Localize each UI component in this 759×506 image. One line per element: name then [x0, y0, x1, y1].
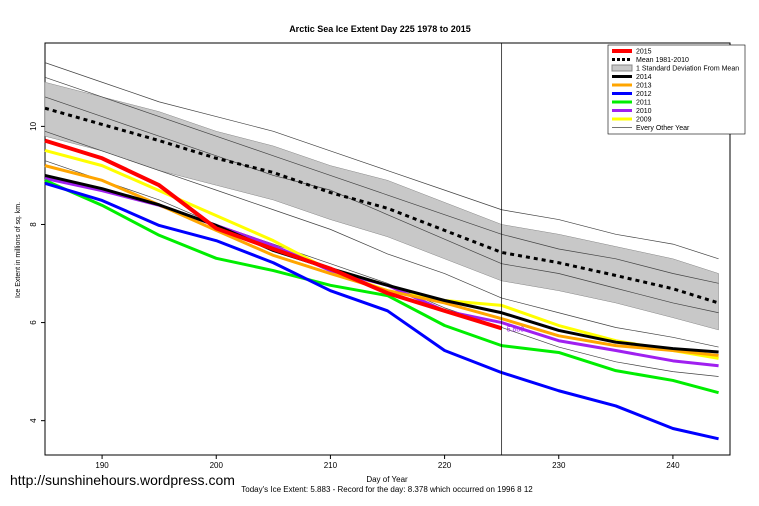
series-line — [44, 178, 719, 395]
chart-title: Arctic Sea Ice Extent Day 225 1978 to 20… — [289, 24, 471, 34]
legend-label: 2010 — [636, 108, 652, 115]
legend-label: Mean 1981-2010 — [636, 57, 689, 64]
legend-label: 2013 — [636, 83, 652, 90]
x-tick-label: 230 — [552, 461, 566, 470]
legend-swatch — [611, 64, 633, 72]
series-line — [44, 106, 720, 305]
y-tick-label: 10 — [29, 121, 38, 130]
series-line — [44, 138, 503, 331]
footer: Today's Ice Extent: 5.883 - Record for t… — [241, 485, 533, 494]
other-year-line — [44, 96, 719, 314]
series-line — [44, 181, 719, 441]
std-band — [44, 81, 719, 331]
series-line — [44, 173, 719, 354]
legend-label: 2009 — [636, 117, 652, 124]
other-year-line — [44, 130, 719, 348]
other-year-line — [44, 62, 719, 260]
annotation: 5.883 — [507, 326, 525, 333]
y-tick-label: 8 — [29, 222, 38, 227]
x-tick-label: 190 — [95, 461, 109, 470]
legend-label: 2014 — [636, 74, 652, 81]
x-tick-label: 240 — [666, 461, 680, 470]
other-year-line — [44, 77, 719, 284]
x-tick-label: 200 — [210, 461, 224, 470]
legend-label: 1 Standard Deviation From Mean — [636, 66, 739, 73]
y-tick-label: 6 — [29, 320, 38, 325]
y-tick-label: 4 — [29, 418, 38, 423]
legend-label: 2011 — [636, 100, 651, 107]
x-tick-label: 210 — [324, 461, 338, 470]
legend-label: 2012 — [636, 91, 652, 98]
x-tick-label: 220 — [438, 461, 452, 470]
y-axis-label: Ice Extent in millions of sq. km. — [15, 202, 22, 298]
legend-label: Every Other Year — [636, 125, 690, 132]
legend-label: 2015 — [636, 49, 652, 56]
other-year-line — [44, 160, 719, 377]
plot-frame — [44, 42, 731, 456]
watermark: http://sunshinehours.wordpress.com — [10, 472, 235, 488]
x-axis-label: Day of Year — [366, 475, 408, 484]
